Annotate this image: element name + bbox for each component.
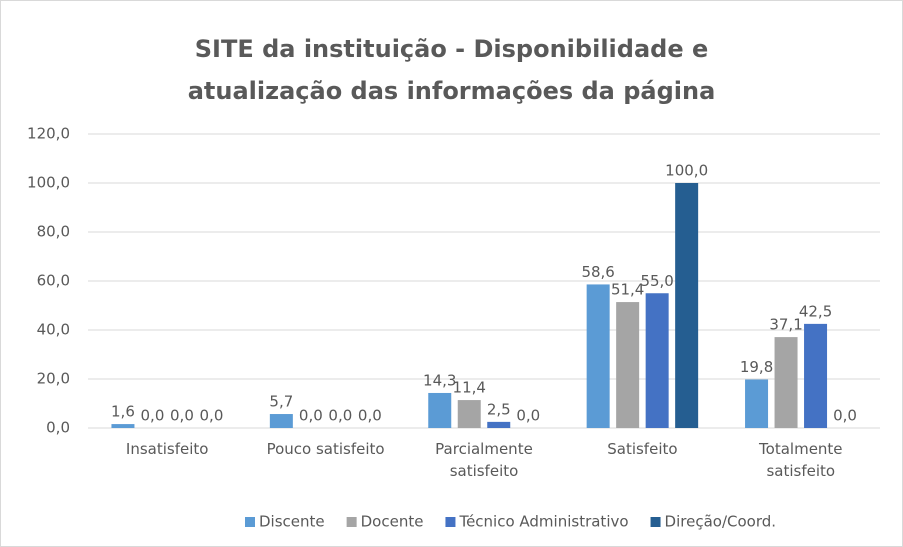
data-label: 0,0 [141, 407, 165, 425]
y-tick-label: 60,0 [37, 272, 70, 290]
data-label: 0,0 [328, 407, 352, 425]
bar [487, 421, 511, 428]
data-label: 0,0 [170, 407, 194, 425]
bar [457, 400, 481, 428]
bar [745, 379, 769, 428]
data-label: 5,7 [269, 393, 293, 411]
y-tick-label: 40,0 [37, 321, 70, 339]
data-label: 1,6 [111, 403, 135, 421]
data-label: 0,0 [516, 407, 540, 425]
x-tick-label: Totalmente satisfeito [759, 440, 843, 480]
data-label: 51,4 [611, 281, 644, 299]
data-label: 2,5 [487, 400, 511, 418]
bar [774, 337, 798, 428]
bar [675, 183, 699, 428]
legend-swatch [445, 517, 456, 527]
data-label: 19,8 [740, 358, 773, 376]
chart-title: SITE da instituição - Disponibilidade e … [187, 35, 716, 105]
x-tick-label: Parcialmente satisfeito [435, 440, 533, 480]
bar [586, 284, 610, 428]
legend-label: Direção/Coord. [665, 513, 776, 531]
bar [269, 414, 293, 428]
data-label: 42,5 [799, 302, 832, 320]
y-tick-label: 80,0 [37, 223, 70, 241]
data-label: 0,0 [299, 407, 323, 425]
x-tick-label: Satisfeito [607, 440, 678, 458]
data-label: 58,6 [581, 263, 614, 281]
legend-swatch [346, 517, 357, 527]
data-label: 55,0 [640, 272, 673, 290]
title-box: SITE da instituição - Disponibilidade e … [187, 35, 716, 105]
data-label: 37,1 [769, 316, 802, 334]
x-tick-label: Insatisfeito [125, 440, 209, 458]
bar [111, 424, 135, 428]
bar [616, 302, 640, 428]
bar [645, 293, 669, 428]
y-tick-label: 20,0 [37, 370, 70, 388]
legend-label: Discente [259, 513, 325, 531]
y-tick-label: 0,0 [46, 419, 70, 437]
bar [804, 323, 828, 428]
data-label: 0,0 [833, 407, 857, 425]
data-label: 0,0 [200, 407, 224, 425]
bar [428, 392, 452, 428]
data-label: 0,0 [358, 407, 382, 425]
data-label: 11,4 [453, 379, 486, 397]
legend-label: Docente [361, 513, 424, 531]
data-label: 14,3 [423, 371, 456, 389]
legend-swatch [245, 517, 255, 527]
x-tick-label: Pouco satisfeito [266, 440, 385, 458]
legend-swatch [650, 517, 661, 527]
legend-label: Técnico Administrativo [458, 513, 628, 531]
data-label: 100,0 [665, 162, 708, 180]
y-tick-label: 100,0 [27, 174, 70, 192]
y-tick-label: 120,0 [27, 125, 70, 143]
